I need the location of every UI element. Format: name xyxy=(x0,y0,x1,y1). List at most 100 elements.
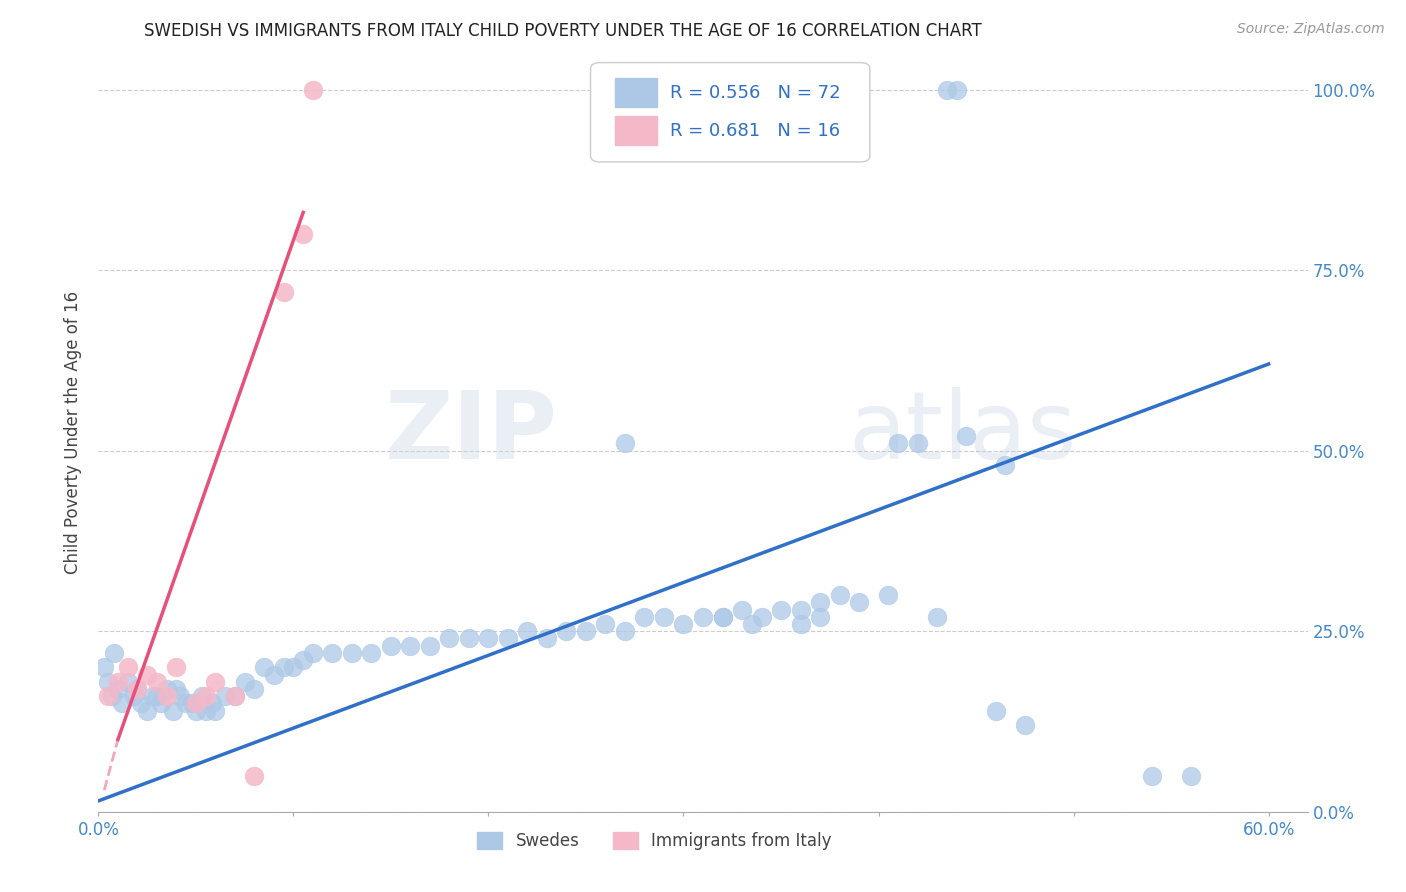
Point xyxy=(243,681,266,696)
Point xyxy=(224,689,246,703)
Point xyxy=(994,458,1017,472)
Text: atlas: atlas xyxy=(848,386,1077,479)
Y-axis label: Child Poverty Under the Age of 16: Child Poverty Under the Age of 16 xyxy=(65,291,83,574)
Point xyxy=(243,769,266,783)
Point xyxy=(477,632,499,646)
Point xyxy=(122,689,145,703)
Text: Source: ZipAtlas.com: Source: ZipAtlas.com xyxy=(1237,22,1385,37)
Point xyxy=(101,689,124,703)
FancyBboxPatch shape xyxy=(591,62,870,162)
Point xyxy=(321,646,343,660)
Point xyxy=(131,697,153,711)
Point xyxy=(142,689,165,703)
Point xyxy=(419,639,441,653)
Point xyxy=(107,674,129,689)
Point xyxy=(253,660,276,674)
Point xyxy=(156,681,179,696)
Point xyxy=(292,227,315,241)
Point xyxy=(614,624,637,639)
Point xyxy=(302,646,325,660)
Point xyxy=(174,697,197,711)
Point xyxy=(103,646,125,660)
Point xyxy=(200,697,222,711)
Point xyxy=(984,704,1007,718)
Point xyxy=(292,653,315,667)
Point xyxy=(273,660,295,674)
Point xyxy=(169,689,191,703)
Point xyxy=(233,674,256,689)
Point xyxy=(181,697,204,711)
Point xyxy=(633,609,655,624)
Point xyxy=(146,689,169,703)
Point xyxy=(555,624,578,639)
Point xyxy=(711,609,734,624)
Point xyxy=(789,617,811,632)
Point xyxy=(136,667,159,681)
Point xyxy=(808,609,831,624)
Point xyxy=(273,285,295,299)
Point xyxy=(955,429,977,443)
Point xyxy=(595,617,617,632)
Point xyxy=(184,704,207,718)
Point xyxy=(97,689,120,703)
Point xyxy=(204,674,226,689)
Point xyxy=(907,436,929,450)
Point xyxy=(828,588,851,602)
FancyBboxPatch shape xyxy=(614,78,657,107)
Point xyxy=(458,632,481,646)
Text: SWEDISH VS IMMIGRANTS FROM ITALY CHILD POVERTY UNDER THE AGE OF 16 CORRELATION C: SWEDISH VS IMMIGRANTS FROM ITALY CHILD P… xyxy=(143,22,981,40)
Point xyxy=(360,646,382,660)
Point xyxy=(156,689,179,703)
Point xyxy=(711,609,734,624)
Point xyxy=(127,681,149,696)
Point xyxy=(614,436,637,450)
FancyBboxPatch shape xyxy=(614,116,657,145)
Point xyxy=(93,660,115,674)
Point xyxy=(789,602,811,616)
Point xyxy=(808,595,831,609)
Point xyxy=(149,697,172,711)
Point xyxy=(165,660,187,674)
Point xyxy=(224,689,246,703)
Point xyxy=(204,704,226,718)
Text: R = 0.556   N = 72: R = 0.556 N = 72 xyxy=(671,84,841,102)
Point xyxy=(263,667,285,681)
Point xyxy=(380,639,402,653)
Point xyxy=(935,82,957,96)
Point xyxy=(536,632,558,646)
Point xyxy=(496,632,519,646)
Point xyxy=(399,639,422,653)
Point xyxy=(1140,769,1163,783)
Point xyxy=(117,674,139,689)
Point xyxy=(340,646,363,660)
Point xyxy=(652,609,675,624)
Point xyxy=(516,624,538,639)
Point xyxy=(887,436,910,450)
Text: ZIP: ZIP xyxy=(385,386,558,479)
Point xyxy=(769,602,792,616)
Point xyxy=(877,588,900,602)
Point xyxy=(1180,769,1202,783)
Point xyxy=(146,674,169,689)
Point xyxy=(165,681,187,696)
Point xyxy=(127,681,149,696)
Point xyxy=(111,697,134,711)
Point xyxy=(302,82,325,96)
Point xyxy=(731,602,754,616)
Text: R = 0.681   N = 16: R = 0.681 N = 16 xyxy=(671,122,841,140)
Point xyxy=(439,632,461,646)
Point xyxy=(107,681,129,696)
Point xyxy=(283,660,305,674)
Point xyxy=(945,82,967,96)
Point xyxy=(136,704,159,718)
Point xyxy=(848,595,870,609)
Point xyxy=(692,609,714,624)
Point xyxy=(575,624,598,639)
Point xyxy=(925,609,948,624)
Point xyxy=(184,697,207,711)
Point xyxy=(162,704,184,718)
Point xyxy=(194,704,217,718)
Point xyxy=(194,689,217,703)
Point xyxy=(117,660,139,674)
Point xyxy=(751,609,773,624)
